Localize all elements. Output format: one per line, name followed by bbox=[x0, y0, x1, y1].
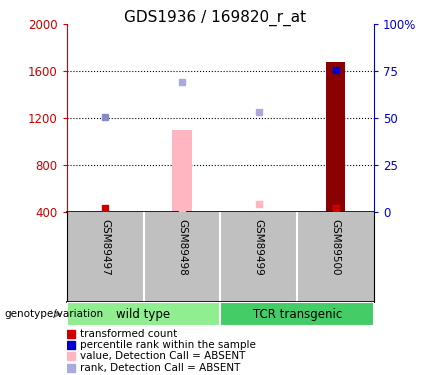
Text: wild type: wild type bbox=[117, 308, 171, 321]
Text: GSM89499: GSM89499 bbox=[254, 219, 264, 276]
Text: GSM89500: GSM89500 bbox=[331, 219, 341, 276]
Text: GDS1936 / 169820_r_at: GDS1936 / 169820_r_at bbox=[124, 9, 306, 26]
Text: genotype/variation: genotype/variation bbox=[4, 309, 104, 319]
Text: percentile rank within the sample: percentile rank within the sample bbox=[80, 340, 256, 350]
Bar bbox=[326, 62, 345, 212]
Text: GSM89498: GSM89498 bbox=[177, 219, 187, 276]
Bar bbox=[67, 302, 221, 326]
Text: value, Detection Call = ABSENT: value, Detection Call = ABSENT bbox=[80, 351, 246, 361]
Text: TCR transgenic: TCR transgenic bbox=[252, 308, 342, 321]
Text: GSM89497: GSM89497 bbox=[100, 219, 110, 276]
Text: rank, Detection Call = ABSENT: rank, Detection Call = ABSENT bbox=[80, 363, 241, 372]
Bar bbox=[172, 130, 191, 212]
Bar bbox=[221, 302, 374, 326]
Text: transformed count: transformed count bbox=[80, 329, 178, 339]
